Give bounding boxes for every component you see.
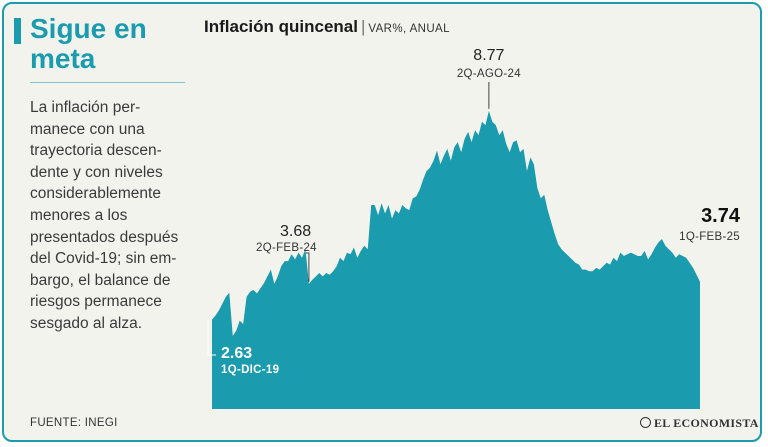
leader-feb24 xyxy=(306,252,310,282)
brand-mark-icon xyxy=(640,417,651,428)
annotation-leaders xyxy=(207,82,490,356)
chart-title: Inflación quincenal xyxy=(204,17,358,36)
leader-start xyxy=(207,319,216,356)
annotation-start-date: 1Q-DIC-19 xyxy=(221,364,279,376)
body-text: La inflación per- manece con una trayect… xyxy=(30,97,195,335)
headline: Sigue en meta xyxy=(30,13,147,74)
annotation-peak-date: 2Q-AGO-24 xyxy=(457,68,521,80)
source-note: FUENTE: INEGI xyxy=(30,417,118,429)
brand-logo: EL ECONOMISTA xyxy=(640,416,759,431)
title-separator: | xyxy=(360,17,366,36)
annotation-latest-value: 3.74 xyxy=(701,205,741,227)
annotation-peak-value: 8.77 xyxy=(473,47,504,64)
annotation-feb24-date: 2Q-FEB-24 xyxy=(256,242,317,254)
body-line: menores a los xyxy=(30,206,128,224)
body-line: presentados después xyxy=(30,228,179,246)
headline-accent-bar xyxy=(14,18,21,44)
annotation-latest-date: 1Q-FEB-25 xyxy=(679,231,740,243)
body-line: sesgado al alza. xyxy=(30,314,143,332)
inflation-area xyxy=(212,110,700,409)
annotation-start-value: 2.63 xyxy=(221,345,252,362)
body-line: del Covid-19; sin em- xyxy=(30,250,177,268)
body-line: dente y con niveles xyxy=(30,163,163,181)
body-line: trayectoria descen- xyxy=(30,142,162,160)
body-line: bargo, el balance de xyxy=(30,271,171,289)
body-line: considerablemente xyxy=(30,185,161,203)
body-line: riesgos permanece xyxy=(30,293,162,311)
body-line: La inflación per- xyxy=(30,99,141,116)
annotation-feb24-value: 3.68 xyxy=(280,223,311,240)
brand-name: EL ECONOMISTA xyxy=(654,416,759,430)
chart-title-row: Inflación quincenal | VAR%, ANUAL xyxy=(204,17,450,37)
chart-subtitle: VAR%, ANUAL xyxy=(368,23,450,35)
body-line: manece con una xyxy=(30,120,145,138)
headline-divider xyxy=(30,82,185,83)
